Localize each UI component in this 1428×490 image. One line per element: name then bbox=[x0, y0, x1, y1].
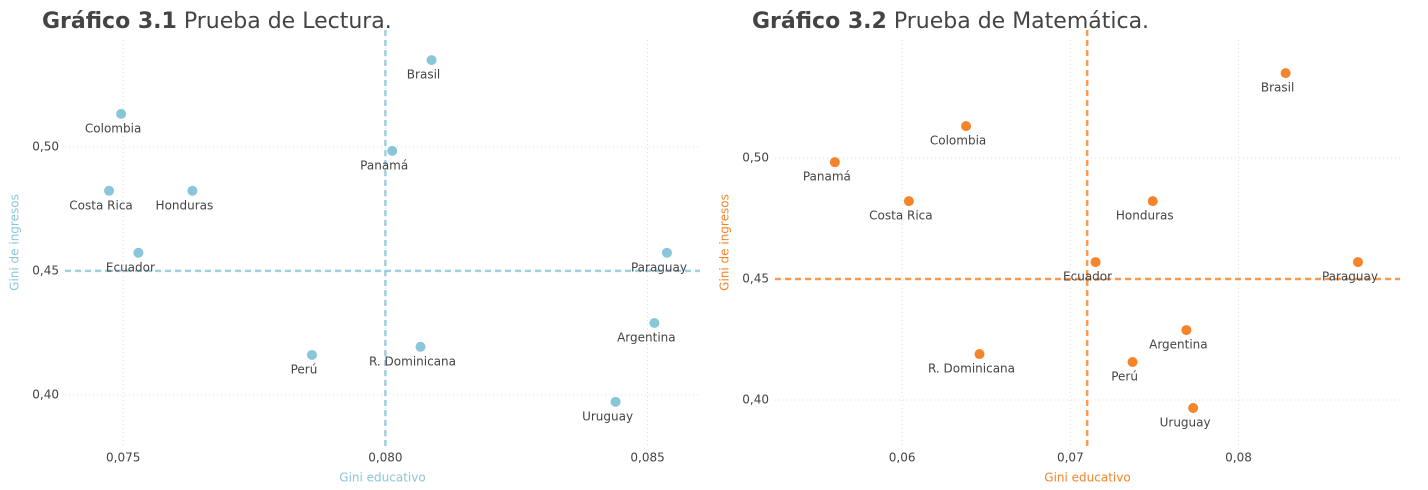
x-axis-title: Gini educativo bbox=[1044, 471, 1130, 485]
point-label: Uruguay bbox=[582, 409, 633, 423]
point-label: Ecuador bbox=[106, 260, 155, 274]
point bbox=[1352, 257, 1363, 268]
y-axis-title: Gini de ingresos bbox=[8, 194, 22, 291]
point bbox=[661, 247, 672, 258]
point-label: Paraguay bbox=[1322, 270, 1378, 284]
point-label: Perú bbox=[291, 362, 318, 376]
point-label: Uruguay bbox=[1160, 415, 1211, 429]
point bbox=[306, 349, 317, 360]
title-text: Prueba de Matemática. bbox=[894, 9, 1149, 34]
y-tick-label: 0,45 bbox=[32, 263, 59, 277]
point bbox=[903, 196, 914, 207]
point-label: Honduras bbox=[1116, 209, 1174, 223]
point bbox=[1127, 357, 1138, 368]
chart-title: Gráfico 3.2 Prueba de Matemática. bbox=[752, 9, 1149, 34]
point-label: Panamá bbox=[803, 170, 851, 184]
point-label: R. Dominicana bbox=[369, 354, 456, 368]
chart-title: Gráfico 3.1 Prueba de Lectura. bbox=[42, 9, 392, 34]
point bbox=[974, 349, 985, 360]
x-tick-label: 0,080 bbox=[368, 451, 402, 465]
point bbox=[187, 185, 198, 196]
point bbox=[1188, 402, 1199, 413]
point bbox=[1090, 257, 1101, 268]
x-tick-label: 0,085 bbox=[630, 451, 664, 465]
x-tick-label: 0,08 bbox=[1225, 451, 1252, 465]
point bbox=[426, 55, 437, 66]
point bbox=[1181, 325, 1192, 336]
point-label: Colombia bbox=[930, 134, 986, 148]
x-axis-title: Gini educativo bbox=[339, 471, 425, 485]
title-number: Gráfico 3.1 bbox=[42, 9, 177, 34]
y-tick-label: 0,50 bbox=[32, 139, 59, 153]
point-label: Argentina bbox=[617, 330, 676, 344]
point-label: Costa Rica bbox=[869, 209, 932, 223]
point bbox=[649, 317, 660, 328]
title-text: Prueba de Lectura. bbox=[184, 9, 392, 34]
point bbox=[961, 121, 972, 132]
point bbox=[610, 396, 621, 407]
point-label: Honduras bbox=[156, 198, 214, 212]
point-label: Brasil bbox=[407, 68, 440, 82]
point-label: Colombia bbox=[85, 121, 141, 135]
x-tick-label: 0,06 bbox=[889, 451, 916, 465]
point-label: Argentina bbox=[1149, 338, 1208, 352]
point-label: Costa Rica bbox=[69, 198, 132, 212]
point bbox=[116, 108, 127, 119]
point bbox=[829, 157, 840, 168]
y-axis-title: Gini de ingresos bbox=[718, 194, 732, 291]
point bbox=[133, 247, 144, 258]
y-tick-label: 0,40 bbox=[32, 387, 59, 401]
point-label: Ecuador bbox=[1063, 270, 1112, 284]
point-label: Paraguay bbox=[631, 260, 687, 274]
y-tick-label: 0,45 bbox=[742, 272, 769, 286]
point bbox=[415, 341, 426, 352]
title-number: Gráfico 3.2 bbox=[752, 9, 887, 34]
y-tick-label: 0,50 bbox=[742, 151, 769, 165]
point-label: Panamá bbox=[360, 158, 408, 172]
point bbox=[104, 185, 115, 196]
x-tick-label: 0,07 bbox=[1057, 451, 1084, 465]
point-label: Brasil bbox=[1261, 81, 1294, 95]
x-tick-label: 0,075 bbox=[106, 451, 140, 465]
point bbox=[1280, 68, 1291, 79]
point bbox=[1147, 196, 1158, 207]
point-label: R. Dominicana bbox=[928, 362, 1015, 376]
point-label: Perú bbox=[1111, 370, 1138, 384]
y-tick-label: 0,40 bbox=[742, 393, 769, 407]
point bbox=[387, 145, 398, 156]
